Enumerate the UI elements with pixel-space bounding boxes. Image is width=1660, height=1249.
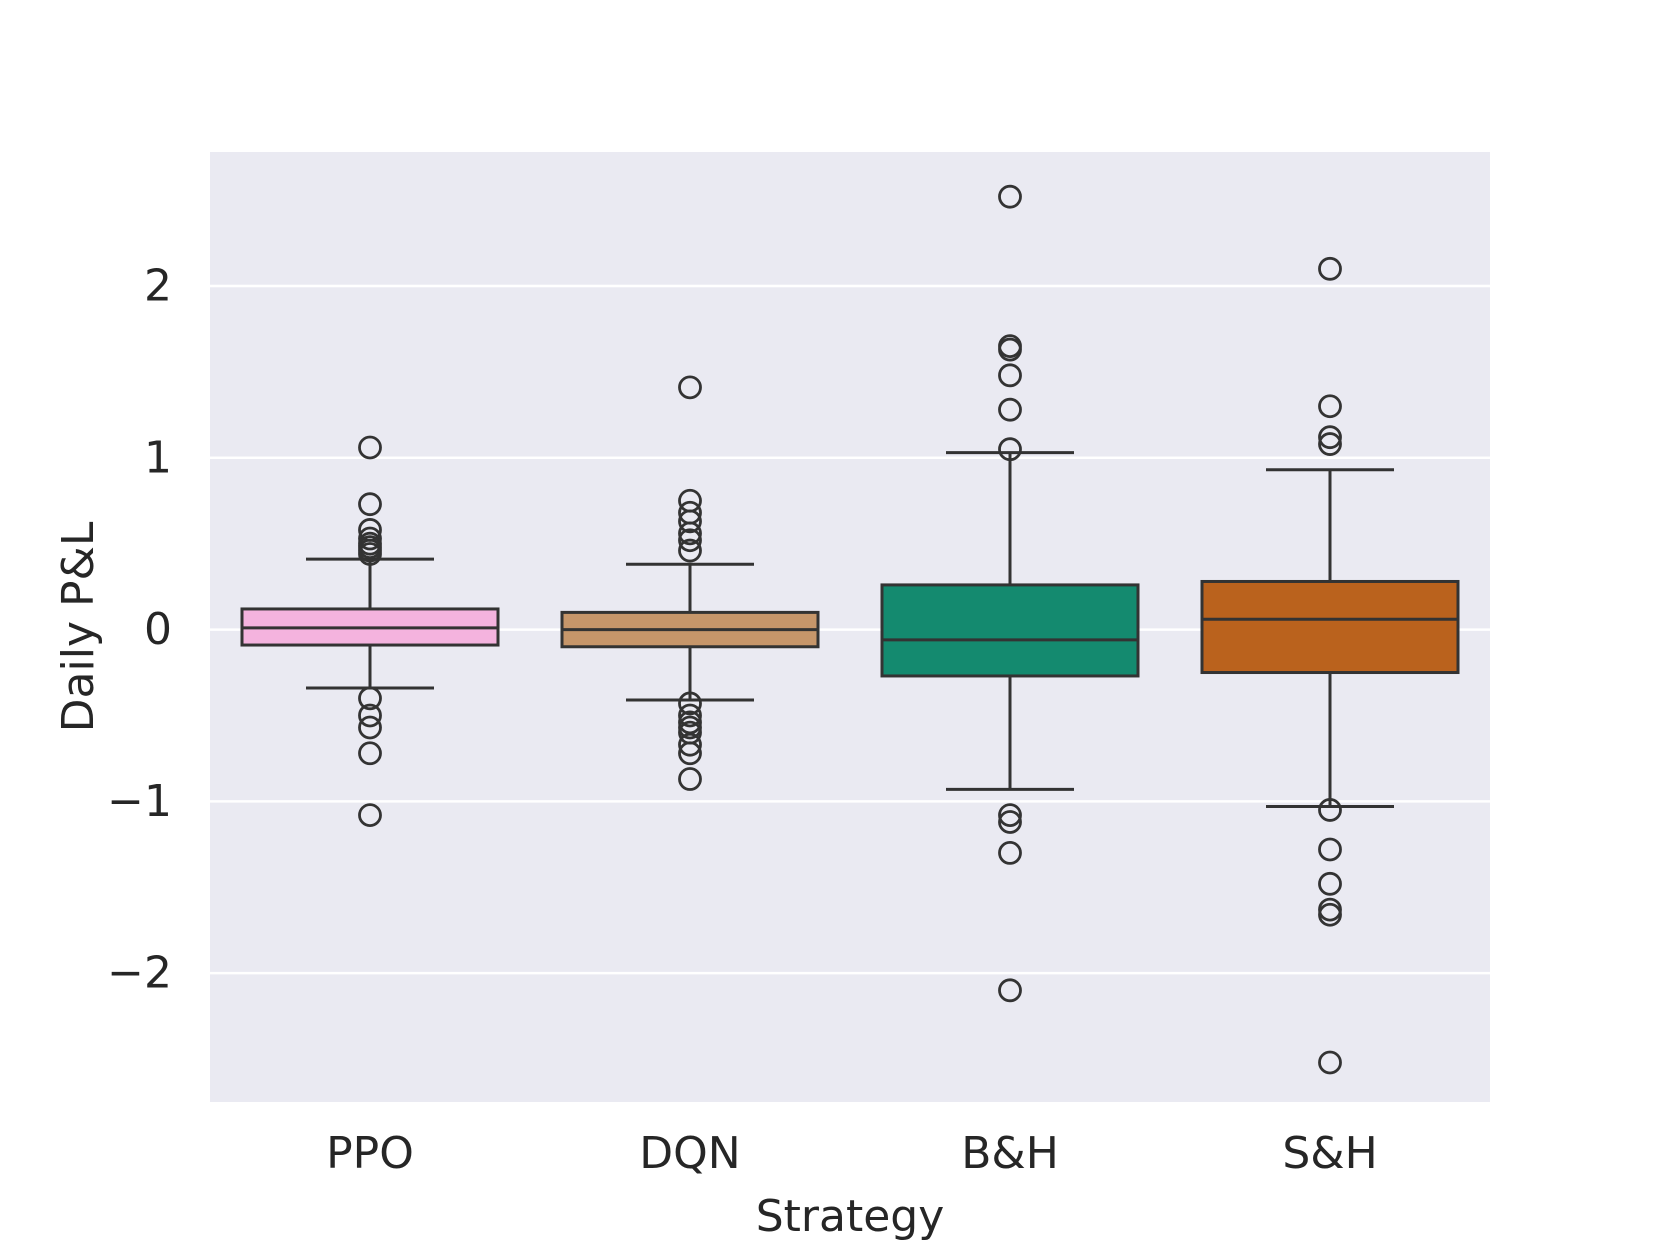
outlier-point: [1318, 256, 1342, 281]
outlier-point: [998, 810, 1022, 834]
outlier-point: [358, 686, 382, 711]
outlier-point: [358, 803, 382, 828]
y-tick-label: −2: [107, 948, 172, 999]
y-tick-label: 2: [144, 260, 172, 311]
outlier-point: [1318, 394, 1342, 419]
x-axis-label: Strategy: [756, 1191, 945, 1242]
box-group-2: [880, 184, 1140, 1003]
y-axis-label: Daily P&L: [53, 521, 104, 732]
outlier-point: [678, 538, 702, 563]
outlier-point: [678, 375, 702, 400]
x-tick-label: DQN: [639, 1128, 740, 1179]
outlier-point: [998, 803, 1022, 828]
outlier-point: [678, 528, 702, 553]
outlier-point: [358, 703, 382, 728]
y-tick-label: 1: [144, 432, 172, 483]
outlier-point: [358, 741, 382, 766]
outlier-point: [998, 337, 1022, 362]
outlier-point: [1318, 837, 1342, 862]
outlier-point: [998, 841, 1022, 865]
outlier-point: [678, 691, 702, 716]
x-tick-labels: PPO DQN B&H S&H: [326, 1128, 1378, 1179]
outlier-point: [678, 521, 702, 546]
outlier-point: [678, 767, 702, 791]
x-tick-label: B&H: [961, 1128, 1059, 1179]
outlier-point: [1318, 425, 1342, 450]
x-tick-label: PPO: [326, 1128, 414, 1179]
box-iqr: [1200, 579, 1460, 675]
y-tick-labels: 2 1 0 −1 −2: [107, 260, 172, 998]
box-series: [240, 184, 1460, 1075]
outlier-point: [358, 715, 382, 740]
outlier-point: [998, 978, 1022, 1003]
box-iqr: [880, 583, 1140, 678]
outlier-point: [358, 542, 382, 566]
outlier-point: [1318, 798, 1342, 822]
outlier-point: [1318, 432, 1342, 456]
box-group-3: [1200, 256, 1460, 1075]
outlier-point: [1318, 902, 1342, 927]
outlier-point: [1318, 1050, 1342, 1075]
outlier-point: [998, 397, 1022, 422]
x-tick-label: S&H: [1282, 1128, 1377, 1179]
outlier-point: [998, 363, 1022, 388]
outlier-point: [358, 435, 382, 460]
outlier-point: [678, 732, 702, 757]
y-tick-label: −1: [107, 776, 172, 827]
y-tick-label: 0: [144, 604, 172, 655]
outlier-point: [678, 509, 702, 534]
box-group-0: [240, 435, 500, 828]
outlier-point: [1318, 871, 1342, 896]
outlier-point: [358, 492, 382, 517]
box-group-1: [560, 375, 820, 791]
outlier-point: [678, 703, 702, 728]
outlier-point: [998, 437, 1022, 462]
outlier-point: [998, 184, 1022, 209]
outlier-point: [678, 741, 702, 766]
